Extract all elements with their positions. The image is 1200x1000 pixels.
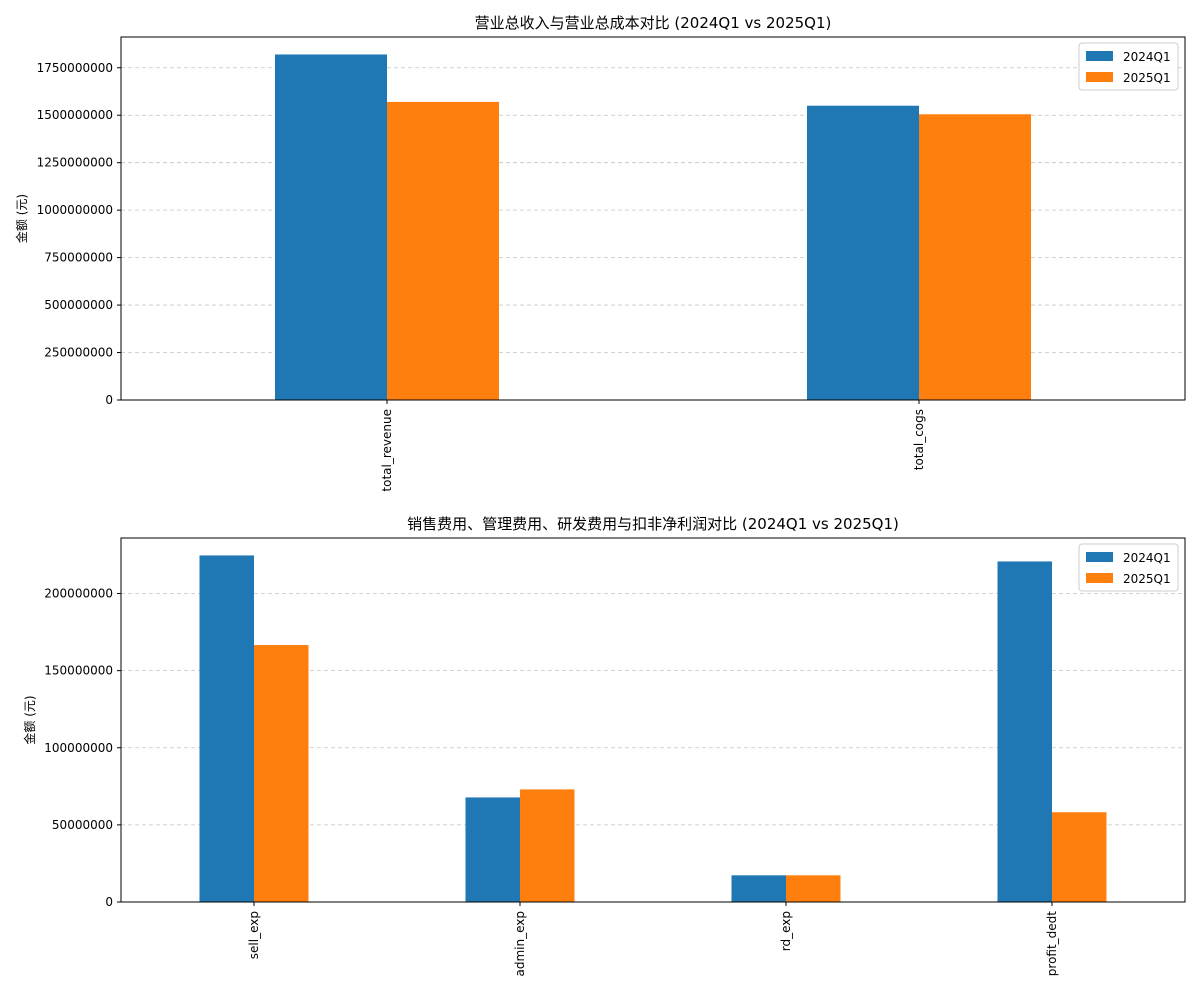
y-axis-label: 金额 (元) xyxy=(22,695,37,744)
bar-2025q1-rd_exp xyxy=(786,875,841,902)
chart-2: 0 50000000 100000000 150000000 200000000 sell… xyxy=(22,515,1186,977)
legend: 2024Q1 2025Q1 xyxy=(1078,42,1179,91)
x-tick-label: total_cogs xyxy=(912,409,926,470)
legend-label-2024q1: 2024Q1 xyxy=(1123,50,1171,64)
bar-2024q1-total_cogs xyxy=(807,105,919,400)
y-tick-label: 150000000 xyxy=(44,664,113,678)
bar-2024q1-admin_exp xyxy=(465,797,520,902)
y-tick-label: 750000000 xyxy=(44,251,113,265)
y-tick-label: 100000000 xyxy=(44,741,113,755)
x-tick-label: total_revenue xyxy=(380,409,394,492)
legend-label-2025q1: 2025Q1 xyxy=(1123,71,1171,85)
legend-swatch-2024q1 xyxy=(1086,51,1113,61)
chart-title: 销售费用、管理费用、研发费用与扣非净利润对比 (2024Q1 vs 2025Q1… xyxy=(407,515,899,533)
legend-label-2024q1: 2024Q1 xyxy=(1123,551,1171,565)
y-tick-label: 1500000000 xyxy=(37,108,113,122)
legend: 2024Q1 2025Q1 xyxy=(1078,543,1179,592)
y-tick-label: 50000000 xyxy=(52,818,113,832)
y-tick-label: 1750000000 xyxy=(37,61,113,75)
y-tick-label: 250000000 xyxy=(44,346,113,360)
bar-2024q1-profit_dedt xyxy=(997,561,1052,902)
bar-2024q1-rd_exp xyxy=(731,875,786,902)
x-tick-label: rd_exp xyxy=(779,911,793,951)
bar-2025q1-sell_exp xyxy=(254,645,309,902)
bar-2024q1-sell_exp xyxy=(199,555,254,902)
x-tick-label: profit_dedt xyxy=(1045,911,1059,977)
y-tick-label: 0 xyxy=(105,393,113,407)
y-tick-label: 1250000000 xyxy=(37,156,113,170)
legend-swatch-2025q1 xyxy=(1086,573,1113,583)
chart-1: 0 250000000 500000000 750000000 1000000000 12… xyxy=(14,14,1186,492)
bar-2025q1-total_revenue xyxy=(387,101,499,400)
bar-2024q1-total_revenue xyxy=(275,54,387,401)
axes-frame xyxy=(120,36,1186,401)
y-axis-label: 金额 (元) xyxy=(14,194,29,243)
y-tick-label: 500000000 xyxy=(44,298,113,312)
legend-swatch-2025q1 xyxy=(1086,72,1113,82)
bar-2025q1-admin_exp xyxy=(520,789,575,902)
x-tick-label: admin_exp xyxy=(513,911,527,977)
x-tick-label: sell_exp xyxy=(247,911,261,959)
bar-2025q1-profit_dedt xyxy=(1052,812,1107,902)
y-tick-label: 1000000000 xyxy=(37,203,113,217)
bar-2025q1-total_cogs xyxy=(919,114,1031,401)
legend-label-2025q1: 2025Q1 xyxy=(1123,572,1171,586)
y-tick-label: 200000000 xyxy=(44,587,113,601)
axes-frame xyxy=(120,537,1186,903)
chart-title: 营业总收入与营业总成本对比 (2024Q1 vs 2025Q1) xyxy=(475,14,832,32)
legend-swatch-2024q1 xyxy=(1086,552,1113,562)
y-tick-label: 0 xyxy=(105,895,113,909)
